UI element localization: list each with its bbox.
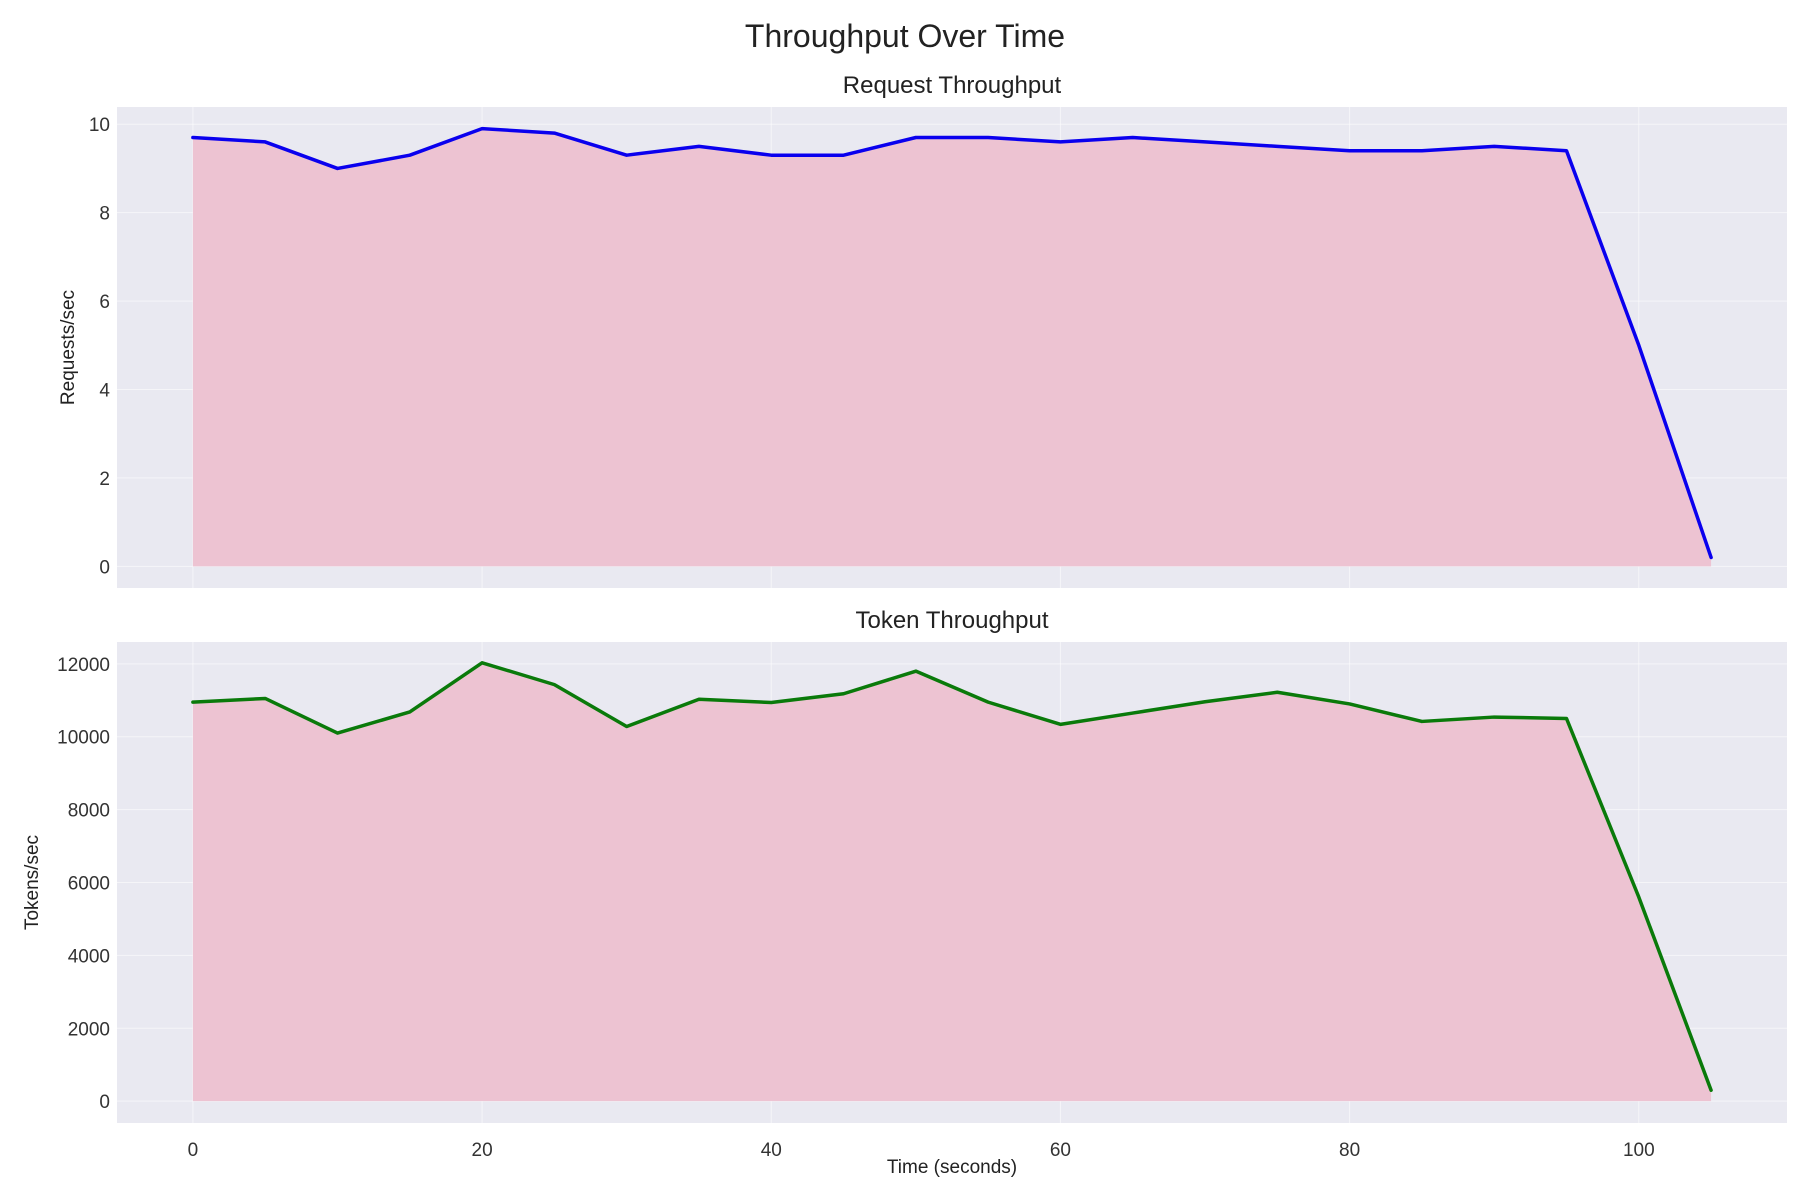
x-tick-label: 20 [472,1140,493,1161]
series-line [191,126,1713,560]
subplot-title-token-throughput: Token Throughput [855,607,1048,634]
x-tick-label: 80 [1339,1140,1360,1161]
y-tick-label: 8 [99,204,110,225]
y-tick-label: 6 [99,292,110,313]
y-axis-label: Tokens/sec [22,835,43,930]
x-axis-label: Time (seconds) [887,1157,1017,1178]
series-line [191,661,1713,1092]
subplot-title-request-throughput: Request Throughput [843,72,1062,99]
y-tick-label: 6000 [68,874,110,895]
area-fill [192,128,1712,567]
chart-title: Throughput Over Time [745,18,1065,54]
subplot-token-throughput: 0 2000 4000 6000 8000 10000 12000 0 20 40 60 80 100 T… [22,607,1787,1161]
y-tick-label: 10000 [57,728,110,749]
y-tick-label: 4000 [68,946,110,967]
y-tick-label: 12000 [57,655,110,676]
y-tick-label: 2000 [68,1019,110,1040]
y-tick-label: 0 [99,557,110,578]
x-tick-label: 100 [1623,1140,1655,1161]
y-tick-label: 10 [89,115,110,136]
y-tick-label: 2 [99,469,110,490]
y-tick-label: 0 [99,1092,110,1113]
area-fill [192,662,1712,1102]
x-tick-label: 0 [188,1140,199,1161]
y-tick-label: 4 [99,380,110,401]
y-tick-label: 8000 [68,801,110,822]
y-axis-label: Requests/sec [58,290,79,405]
x-tick-label: 60 [1050,1140,1071,1161]
x-tick-label: 40 [761,1140,782,1161]
subplot-request-throughput: 0 2 4 6 8 10 Request Throughput Requests/sec [58,72,1787,588]
